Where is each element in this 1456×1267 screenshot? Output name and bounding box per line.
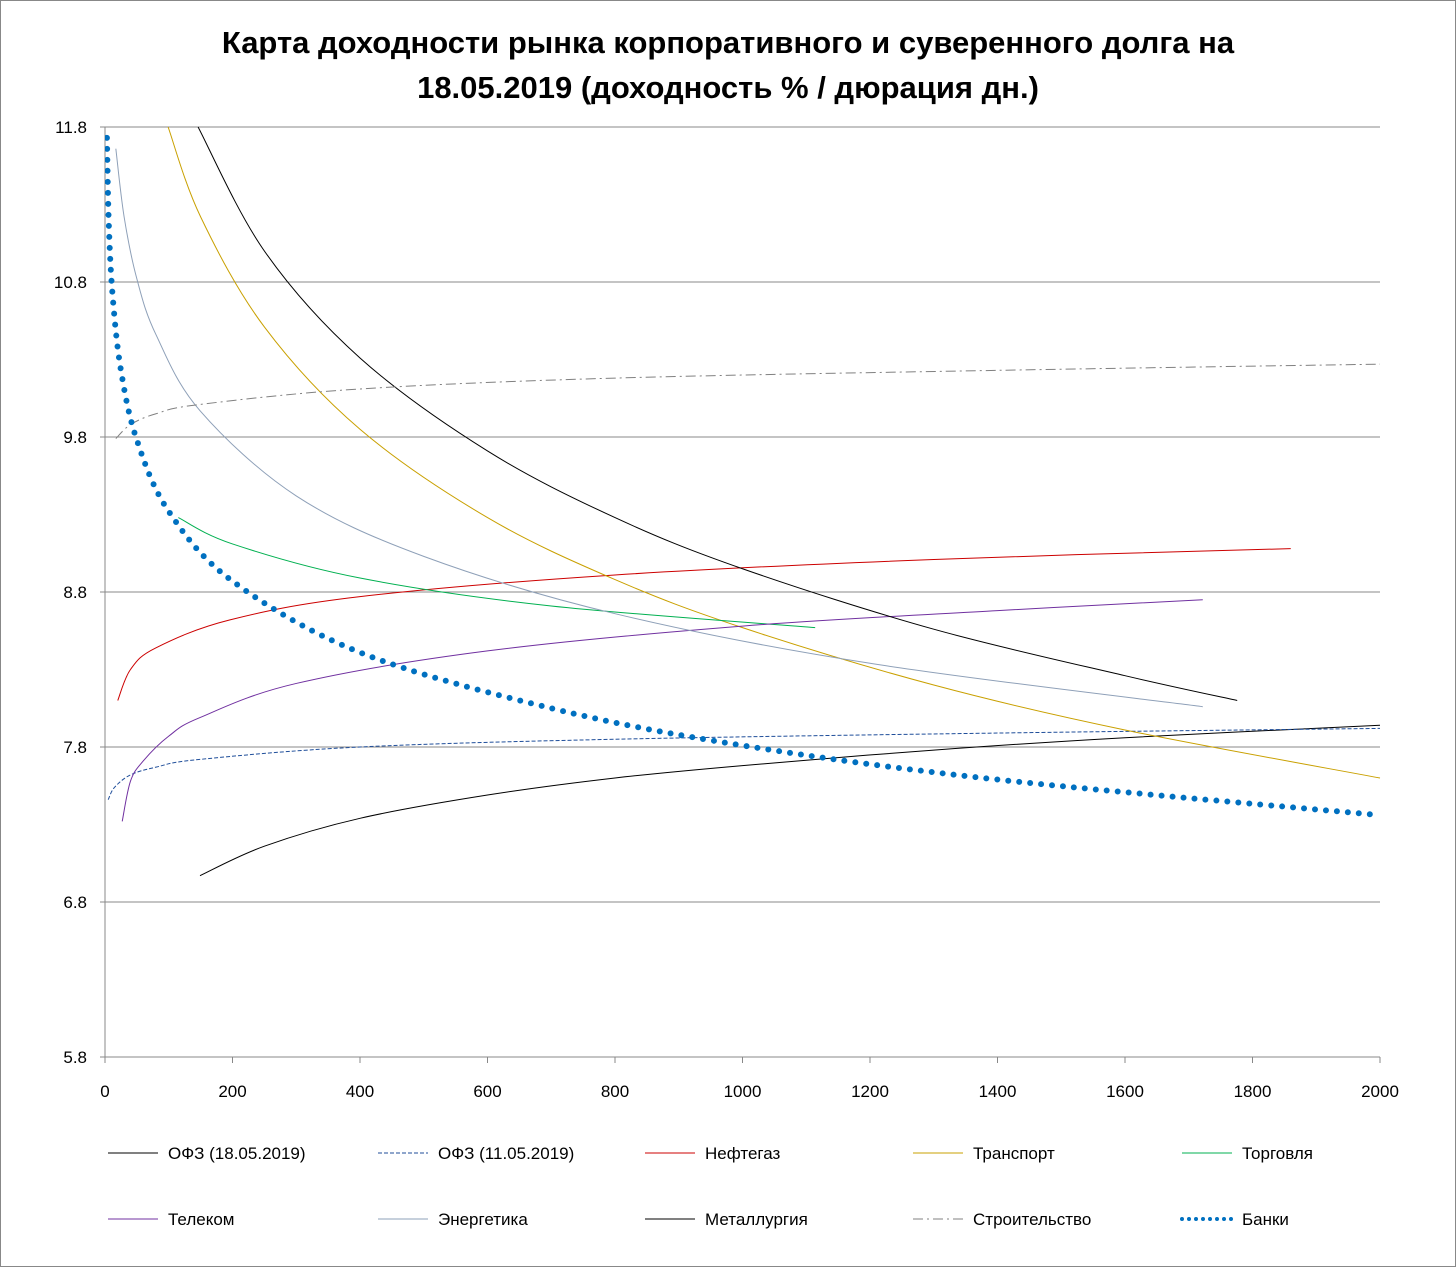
legend-label: ОФЗ (11.05.2019) (438, 1144, 574, 1163)
legend-item: Строительство (913, 1210, 1091, 1229)
x-tick-label: 400 (346, 1082, 374, 1101)
y-tick-label: 7.8 (63, 738, 87, 757)
legend-item: ОФЗ (11.05.2019) (378, 1144, 574, 1163)
chart-title-line2: 18.05.2019 (доходность % / дюрация дн.) (417, 70, 1039, 105)
y-tick-label: 8.8 (63, 583, 87, 602)
series-8-line (115, 363, 1381, 439)
legend-label: Строительство (973, 1210, 1091, 1229)
y-tick-label: 9.8 (63, 428, 87, 447)
axes (100, 126, 1381, 1063)
chart-title: Карта доходности рынка корпоративного и … (0, 20, 1456, 110)
legend-item: Энергетика (378, 1210, 528, 1229)
y-tick-label: 5.8 (63, 1048, 87, 1067)
series-lines (105, 126, 1381, 877)
legend-item: Нефтегаз (645, 1144, 780, 1163)
series-9-line (105, 134, 1381, 819)
legend-item: Металлургия (645, 1210, 808, 1229)
legend: ОФЗ (18.05.2019) ОФЗ (11.05.2019) Нефтегаз… (108, 1144, 1313, 1229)
series-2-line (117, 548, 1291, 701)
legend-item: Телеком (108, 1210, 234, 1229)
gridlines (105, 126, 1380, 903)
legend-label: Энергетика (438, 1210, 528, 1229)
series-6-line (115, 148, 1203, 708)
x-tick-label: 200 (218, 1082, 246, 1101)
x-tick-label: 1000 (724, 1082, 762, 1101)
y-tick-label: 10.8 (54, 273, 87, 292)
x-tick-label: 1400 (979, 1082, 1017, 1101)
series-7-line (197, 126, 1238, 701)
series-4-line (178, 517, 816, 629)
series-5-line (121, 599, 1203, 822)
x-tick-label: 1200 (851, 1082, 889, 1101)
x-tick-label: 1800 (1234, 1082, 1272, 1101)
x-tick-label: 0 (100, 1082, 109, 1101)
legend-item: Торговля (1182, 1144, 1313, 1163)
y-tick-label: 6.8 (63, 893, 87, 912)
legend-label: Телеком (168, 1210, 234, 1229)
legend-item: ОФЗ (18.05.2019) (108, 1144, 306, 1163)
legend-label: Нефтегаз (705, 1144, 780, 1163)
y-tick-label: 11.8 (55, 118, 87, 137)
legend-label: Торговля (1242, 1144, 1313, 1163)
legend-label: Банки (1242, 1210, 1289, 1229)
x-tick-label: 600 (473, 1082, 501, 1101)
x-tick-label: 1600 (1106, 1082, 1144, 1101)
legend-item: Банки (1180, 1210, 1289, 1229)
legend-label: Транспорт (973, 1144, 1055, 1163)
tick-labels: 5.8 6.8 7.8 8.8 9.8 10.8 11.8 0 200 400 600 800 1000… (54, 118, 1399, 1101)
legend-label: Металлургия (705, 1210, 808, 1229)
legend-item: Транспорт (913, 1144, 1055, 1163)
series-3-line (167, 126, 1381, 779)
x-tick-label: 800 (601, 1082, 629, 1101)
x-tick-label: 2000 (1361, 1082, 1399, 1101)
chart-title-line1: Карта доходности рынка корпоративного и … (221, 25, 1235, 60)
series-0-line (199, 724, 1381, 877)
legend-label: ОФЗ (18.05.2019) (168, 1144, 306, 1163)
series-1-line (107, 727, 1381, 800)
